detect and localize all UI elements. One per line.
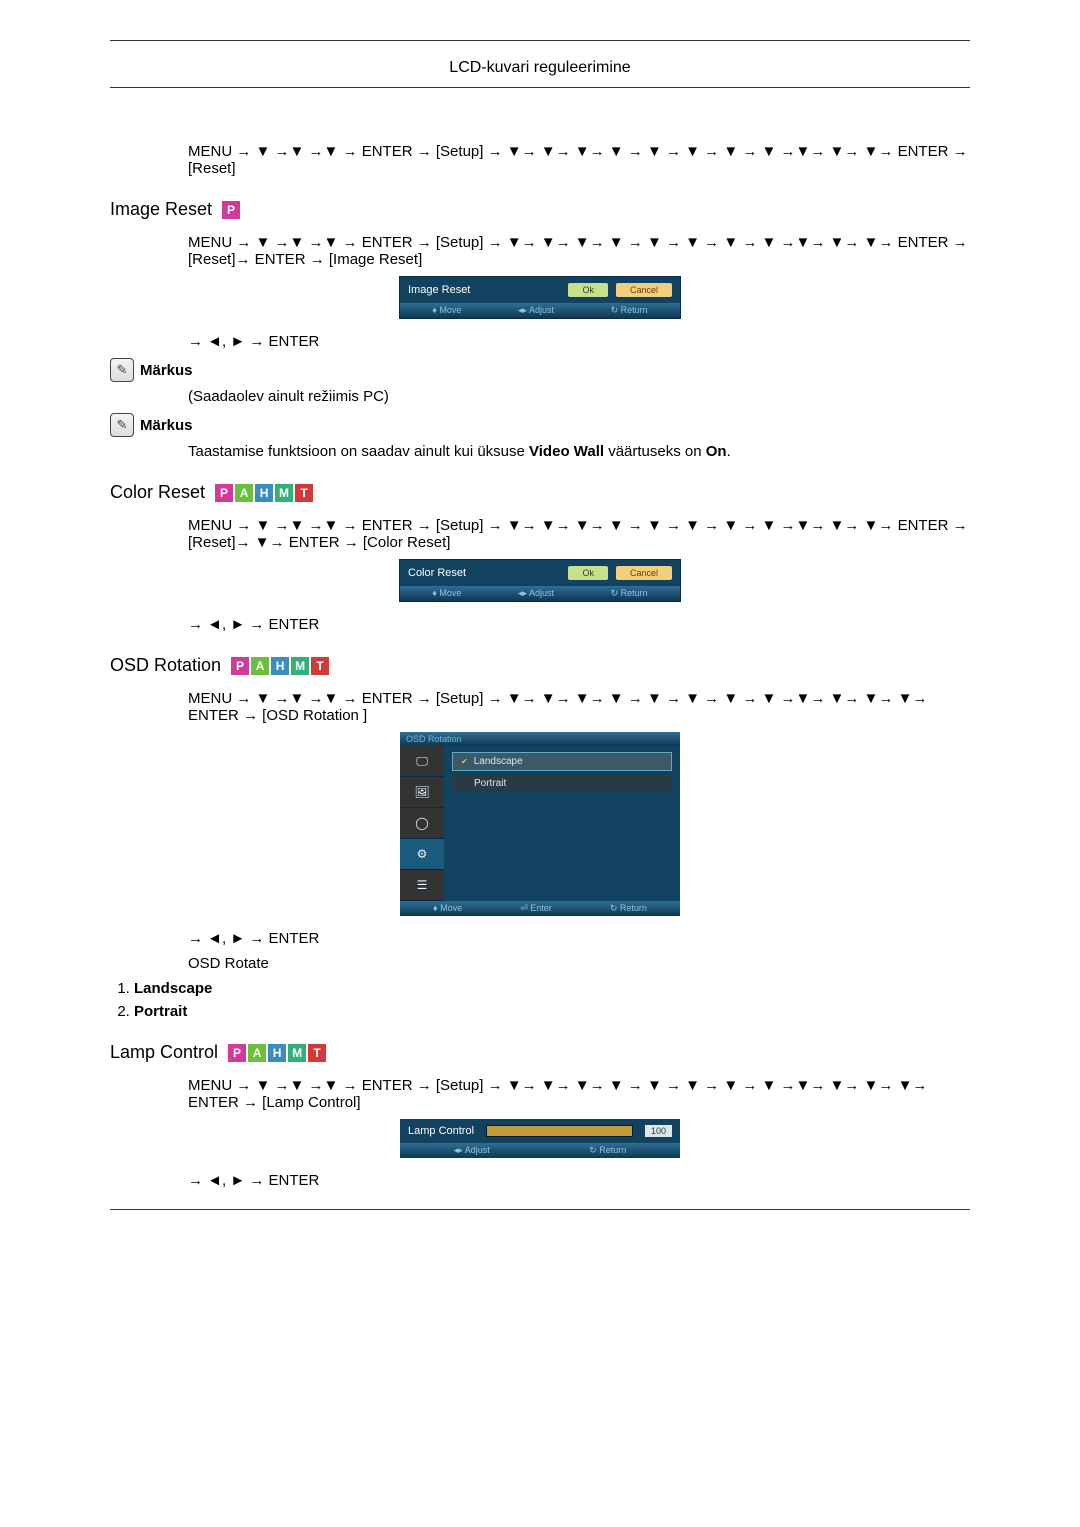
tab-circle-icon[interactable]: ◯ bbox=[400, 808, 444, 839]
move-hint: ♦ Move bbox=[432, 305, 461, 316]
note-icon: ✎ bbox=[110, 413, 134, 437]
image-reset-title: Image Reset bbox=[110, 199, 212, 220]
lamp-control-title: Lamp Control bbox=[110, 1042, 218, 1063]
return-hint: ↻ Return bbox=[611, 588, 648, 599]
list-item: Landscape bbox=[134, 980, 212, 997]
move-hint: ♦ Move bbox=[433, 903, 462, 914]
badge-h-icon: H bbox=[271, 657, 289, 675]
image-reset-cancel-button[interactable]: Cancel bbox=[616, 283, 672, 297]
page-header: LCD-kuvari reguleerimine bbox=[0, 59, 1080, 77]
badge-p-icon: P bbox=[222, 201, 240, 219]
note-label-2: Märkus bbox=[140, 417, 193, 434]
badge-a-icon: A bbox=[235, 484, 253, 502]
return-hint: ↻ Return bbox=[611, 305, 648, 316]
osd-rotate-list: Landscape Portrait bbox=[110, 980, 970, 1020]
badge-h-icon: H bbox=[268, 1044, 286, 1062]
badge-h-icon: H bbox=[255, 484, 273, 502]
image-reset-ok-button[interactable]: Ok bbox=[568, 283, 608, 297]
note-label-1: Märkus bbox=[140, 362, 193, 379]
image-reset-arrows: → ◄, ► → ENTER bbox=[188, 333, 970, 350]
badge-t-icon: T bbox=[308, 1044, 326, 1062]
osd-rotation-title: OSD Rotation bbox=[110, 655, 221, 676]
image-reset-osd-label: Image Reset bbox=[408, 284, 552, 296]
move-hint: ♦ Move bbox=[432, 588, 461, 599]
adjust-hint: ◂▸ Adjust bbox=[518, 588, 554, 599]
image-reset-osd: Image Reset Ok Cancel ♦ Move ◂▸ Adjust ↻… bbox=[399, 276, 681, 319]
note-icon: ✎ bbox=[110, 358, 134, 382]
osd-tabs: 🖵 🖼 ◯ ⚙ ☰ bbox=[400, 746, 444, 901]
osd-rotation-arrows: → ◄, ► → ENTER bbox=[188, 930, 970, 947]
image-reset-nav: MENU → ▼ →▼ →▼ → ENTER → [Setup] → ▼→ ▼→… bbox=[188, 234, 970, 268]
lamp-control-value: 100 bbox=[645, 1125, 672, 1137]
return-hint: ↻ Return bbox=[610, 903, 647, 914]
image-reset-note1: (Saadaolev ainult režiimis PC) bbox=[188, 388, 970, 405]
adjust-hint: ◂▸ Adjust bbox=[454, 1145, 490, 1156]
badge-m-icon: M bbox=[291, 657, 309, 675]
color-reset-osd-label: Color Reset bbox=[408, 567, 552, 579]
enter-hint: ⏎ Enter bbox=[520, 903, 552, 914]
section-color-reset: Color Reset P A H M T bbox=[110, 482, 970, 503]
badge-p-icon: P bbox=[228, 1044, 246, 1062]
lamp-control-osd-label: Lamp Control bbox=[408, 1125, 474, 1137]
badge-a-icon: A bbox=[248, 1044, 266, 1062]
adjust-hint: ◂▸ Adjust bbox=[518, 305, 554, 316]
color-reset-osd: Color Reset Ok Cancel ♦ Move ◂▸ Adjust ↻… bbox=[399, 559, 681, 602]
section-lamp-control: Lamp Control P A H M T bbox=[110, 1042, 970, 1063]
tab-gear-icon[interactable]: ⚙ bbox=[400, 839, 444, 870]
color-reset-nav: MENU → ▼ →▼ →▼ → ENTER → [Setup] → ▼→ ▼→… bbox=[188, 517, 970, 551]
list-item: Portrait bbox=[134, 1003, 187, 1020]
badge-t-icon: T bbox=[311, 657, 329, 675]
osd-option-portrait[interactable]: Portrait bbox=[452, 775, 672, 792]
badge-m-icon: M bbox=[288, 1044, 306, 1062]
image-reset-badges: P bbox=[222, 201, 240, 219]
color-reset-badges: P A H M T bbox=[215, 484, 313, 502]
section-image-reset: Image Reset P bbox=[110, 199, 970, 220]
color-reset-cancel-button[interactable]: Cancel bbox=[616, 566, 672, 580]
tab-picture-icon[interactable]: 🖼 bbox=[400, 777, 444, 808]
section-osd-rotation: OSD Rotation P A H M T bbox=[110, 655, 970, 676]
osd-rotation-panel: OSD Rotation 🖵 🖼 ◯ ⚙ ☰ ✔Landscape Portra… bbox=[400, 732, 680, 916]
osd-rotation-panel-title: OSD Rotation bbox=[400, 732, 680, 746]
badge-t-icon: T bbox=[295, 484, 313, 502]
badge-p-icon: P bbox=[215, 484, 233, 502]
lamp-control-nav: MENU → ▼ →▼ →▼ → ENTER → [Setup] → ▼→ ▼→… bbox=[188, 1077, 970, 1111]
lamp-control-arrows: → ◄, ► → ENTER bbox=[188, 1172, 970, 1189]
reset-nav: MENU → ▼ →▼ →▼ → ENTER → [Setup] → ▼→ ▼→… bbox=[188, 143, 970, 177]
tab-screen-icon[interactable]: 🖵 bbox=[400, 746, 444, 777]
return-hint: ↻ Return bbox=[589, 1145, 626, 1156]
color-reset-ok-button[interactable]: Ok bbox=[568, 566, 608, 580]
lamp-control-badges: P A H M T bbox=[228, 1044, 326, 1062]
osd-rotation-nav: MENU → ▼ →▼ →▼ → ENTER → [Setup] → ▼→ ▼→… bbox=[188, 690, 970, 724]
color-reset-title: Color Reset bbox=[110, 482, 205, 503]
badge-m-icon: M bbox=[275, 484, 293, 502]
tab-list-icon[interactable]: ☰ bbox=[400, 870, 444, 901]
badge-p-icon: P bbox=[231, 657, 249, 675]
color-reset-arrows: → ◄, ► → ENTER bbox=[188, 616, 970, 633]
osd-option-landscape[interactable]: ✔Landscape bbox=[452, 752, 672, 771]
osd-rotate-subtitle: OSD Rotate bbox=[188, 955, 970, 972]
badge-a-icon: A bbox=[251, 657, 269, 675]
lamp-control-osd: Lamp Control 100 ◂▸ Adjust ↻ Return bbox=[400, 1119, 680, 1158]
lamp-control-slider[interactable] bbox=[486, 1125, 633, 1137]
image-reset-note2: Taastamise funktsioon on saadav ainult k… bbox=[188, 443, 970, 460]
lamp-control-slider-fill bbox=[487, 1126, 632, 1136]
osd-rotation-badges: P A H M T bbox=[231, 657, 329, 675]
